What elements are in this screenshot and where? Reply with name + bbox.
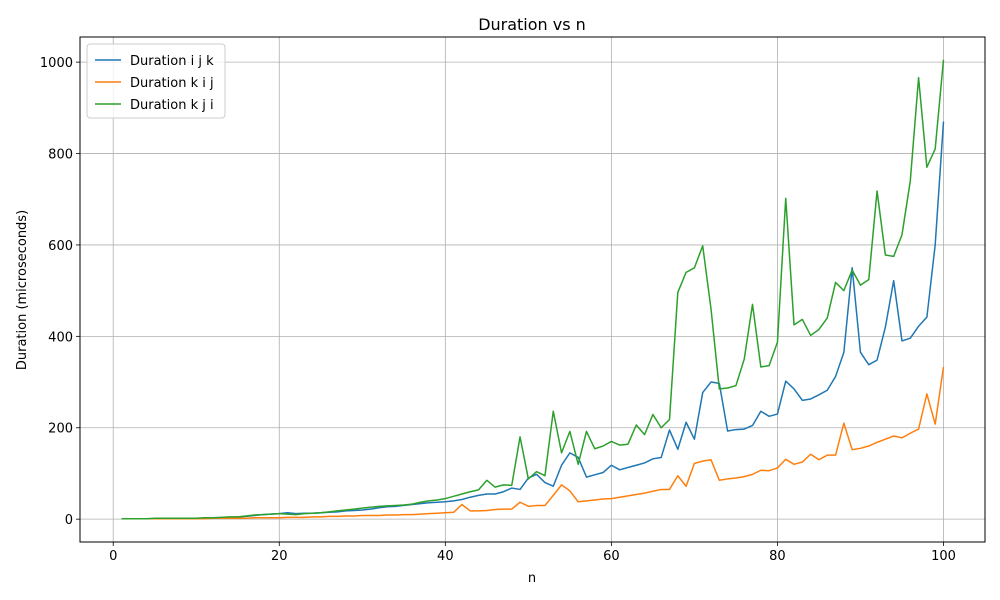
x-tick-label: 0 <box>109 549 117 564</box>
legend-label: Duration k i j <box>130 76 214 91</box>
y-tick-label: 400 <box>48 330 73 345</box>
series-line-3 <box>121 59 945 520</box>
x-axis-label: n <box>528 571 536 586</box>
x-tick-label: 80 <box>769 549 786 564</box>
legend-label: Duration k j i <box>130 98 214 113</box>
plot-frame <box>79 36 986 543</box>
legend-box <box>86 43 226 119</box>
series-layer <box>121 59 945 520</box>
y-tick-label: 200 <box>48 422 73 437</box>
series-line-2 <box>121 366 945 520</box>
y-tick-label: 1000 <box>40 56 73 71</box>
chart-title: Duration vs n <box>478 15 586 34</box>
grid <box>80 37 985 542</box>
legend-label: Duration i j k <box>130 54 214 69</box>
y-tick-label: 0 <box>65 513 73 528</box>
x-tick-label: 20 <box>271 549 288 564</box>
x-tick-label: 60 <box>603 549 620 564</box>
y-tick-label: 600 <box>48 239 73 254</box>
y-tick-label: 800 <box>48 148 73 163</box>
legend: Duration i j k Duration k i j Duration k j… <box>86 43 226 119</box>
y-axis-label: Duration (microseconds) <box>15 210 30 370</box>
x-tick-label: 40 <box>437 549 454 564</box>
x-tick-label: 100 <box>931 549 956 564</box>
